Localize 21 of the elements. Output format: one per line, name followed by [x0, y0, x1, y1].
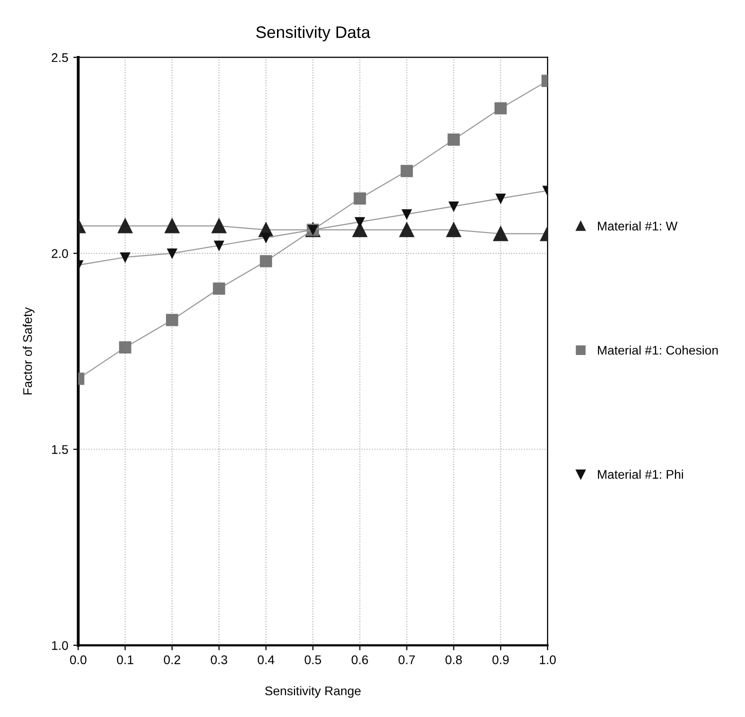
x-tick-label: 0.0	[70, 655, 86, 664]
x-tick-label: 0.2	[164, 655, 180, 664]
x-tick-label: 0.7	[398, 655, 415, 664]
x-tick-label: 0.8	[446, 655, 462, 664]
x-tick-label: 1.0	[540, 655, 556, 664]
x-tick-label: 0.9	[492, 655, 509, 664]
y-tick-label: 1.0	[52, 641, 68, 650]
x-tick-label: 0.1	[116, 655, 134, 664]
y-axis-title: Factor of Safety	[22, 307, 34, 394]
y-tick-label: 1.5	[52, 445, 68, 454]
y-tick-label: 2.5	[52, 53, 68, 62]
y-tick-label: 2.0	[52, 249, 68, 258]
x-tick-label: 0.6	[352, 655, 368, 664]
legend-label: Material #1: W	[598, 221, 678, 231]
x-axis-title: Sensitivity Range	[265, 686, 361, 698]
legend-label: Material #1: Phi	[598, 470, 683, 479]
legend-label: Material #1: Cohesion	[598, 346, 718, 355]
x-tick-label: 0.3	[210, 655, 228, 664]
chart-title: Sensitivity Data	[256, 26, 370, 42]
x-tick-label: 0.4	[258, 655, 274, 664]
x-tick-label: 0.5	[304, 655, 322, 664]
